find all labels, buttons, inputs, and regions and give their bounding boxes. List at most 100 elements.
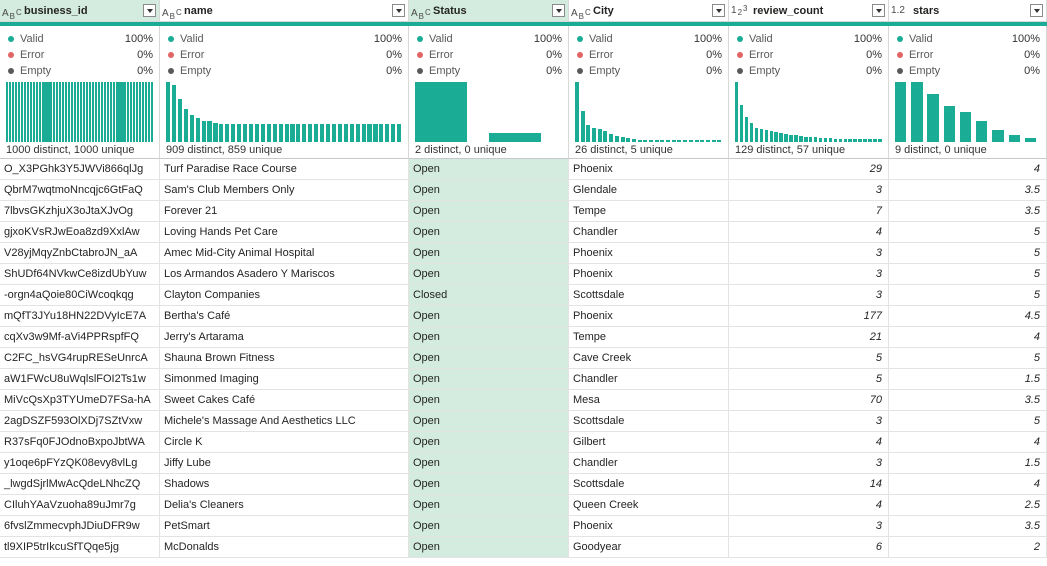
histogram-bar[interactable]	[124, 82, 127, 142]
cell-city[interactable]: Goodyear	[569, 537, 729, 558]
histogram-bar[interactable]	[248, 124, 254, 142]
cell-name[interactable]: Loving Hands Pet Care	[160, 222, 409, 243]
histogram-bar[interactable]	[320, 124, 325, 142]
histogram-bar[interactable]	[151, 82, 154, 142]
cell-business-id[interactable]: _lwgdSjrlMwAcQdeLNhcZQ	[0, 474, 160, 495]
column-filter-dropdown-icon[interactable]	[712, 4, 725, 17]
histogram-bar[interactable]	[139, 82, 142, 142]
column-header-status[interactable]: A B C Status	[409, 0, 569, 22]
cell-city[interactable]: Cave Creek	[569, 348, 729, 369]
cell-review-count[interactable]: 14	[729, 474, 889, 495]
histogram-bar[interactable]	[68, 82, 71, 142]
histogram-bar[interactable]	[231, 124, 236, 142]
cell-city[interactable]: Tempe	[569, 327, 729, 348]
histogram-bar[interactable]	[1008, 134, 1020, 142]
cell-review-count[interactable]: 3	[729, 453, 889, 474]
histogram-bar[interactable]	[911, 82, 923, 142]
histogram-bar[interactable]	[391, 124, 396, 142]
cell-review-count[interactable]: 4	[729, 432, 889, 453]
cell-status[interactable]: Open	[409, 453, 569, 474]
cell-name[interactable]: Michele's Massage And Aesthetics LLC	[160, 411, 409, 432]
histogram-bar[interactable]	[603, 131, 608, 142]
histogram-bar[interactable]	[688, 140, 693, 142]
cell-city[interactable]: Scottsdale	[569, 285, 729, 306]
cell-review-count[interactable]: 5	[729, 369, 889, 390]
histogram-bar[interactable]	[77, 82, 80, 142]
cell-name[interactable]: Bertha's Café	[160, 306, 409, 327]
cell-city[interactable]: Mesa	[569, 390, 729, 411]
histogram-bar[interactable]	[109, 82, 112, 142]
column-header-city[interactable]: A B C City	[569, 0, 729, 22]
histogram-bar[interactable]	[296, 124, 301, 142]
histogram-bar[interactable]	[136, 82, 139, 142]
cell-status[interactable]: Open	[409, 369, 569, 390]
cell-city[interactable]: Tempe	[569, 201, 729, 222]
histogram-bar[interactable]	[183, 109, 188, 142]
cell-status[interactable]: Open	[409, 264, 569, 285]
cell-name[interactable]: McDonalds	[160, 537, 409, 558]
histogram-bar[interactable]	[754, 127, 759, 142]
cell-status[interactable]: Open	[409, 306, 569, 327]
cell-review-count[interactable]: 70	[729, 390, 889, 411]
histogram-bar[interactable]	[207, 121, 212, 142]
column-filter-dropdown-icon[interactable]	[392, 4, 405, 17]
histogram-bar[interactable]	[858, 139, 862, 142]
histogram-bar[interactable]	[779, 133, 783, 142]
cell-status[interactable]: Open	[409, 222, 569, 243]
histogram-bar[interactable]	[44, 82, 47, 142]
histogram-bar[interactable]	[308, 124, 313, 142]
cell-name[interactable]: Shauna Brown Fitness	[160, 348, 409, 369]
cell-city[interactable]: Scottsdale	[569, 411, 729, 432]
cell-status[interactable]: Open	[409, 327, 569, 348]
histogram-bar[interactable]	[254, 124, 260, 142]
cell-name[interactable]: Shadows	[160, 474, 409, 495]
cell-status[interactable]: Closed	[409, 285, 569, 306]
histogram-bar[interactable]	[597, 128, 602, 142]
histogram-bar[interactable]	[671, 140, 676, 142]
histogram-bar[interactable]	[121, 82, 124, 142]
decimal-number-icon[interactable]: 1.2	[891, 4, 905, 16]
histogram-bar[interactable]	[868, 139, 872, 142]
histogram-bar[interactable]	[705, 140, 710, 142]
cell-name[interactable]: Sweet Cakes Café	[160, 390, 409, 411]
histogram-bar[interactable]	[91, 82, 94, 142]
histogram-bar[interactable]	[189, 115, 194, 142]
cell-stars[interactable]: 3.5	[889, 180, 1047, 201]
histogram-bar[interactable]	[6, 82, 9, 142]
histogram-bar[interactable]	[284, 124, 289, 142]
histogram-bar[interactable]	[397, 124, 402, 142]
histogram-bar[interactable]	[142, 82, 145, 142]
histogram-bar[interactable]	[14, 82, 17, 142]
cell-review-count[interactable]: 3	[729, 180, 889, 201]
histogram-bar[interactable]	[853, 139, 857, 142]
histogram-bar[interactable]	[88, 82, 91, 142]
cell-status[interactable]: Open	[409, 474, 569, 495]
histogram-bar[interactable]	[744, 116, 749, 142]
histogram-bar[interactable]	[331, 124, 337, 142]
cell-status[interactable]: Open	[409, 495, 569, 516]
histogram-bar[interactable]	[65, 82, 68, 142]
histogram-bar[interactable]	[749, 122, 754, 142]
histogram-bar[interactable]	[863, 139, 867, 142]
histogram-bar[interactable]	[53, 82, 56, 142]
histogram-bar[interactable]	[171, 85, 177, 142]
histogram-bar[interactable]	[23, 82, 26, 142]
cell-business-id[interactable]: y1oqe6pFYzQK08evy8vlLg	[0, 453, 160, 474]
histogram-bar[interactable]	[103, 82, 106, 142]
histogram-bar[interactable]	[11, 82, 14, 142]
cell-review-count[interactable]: 177	[729, 306, 889, 327]
column-header-review-count[interactable]: 1 2 3 review_count	[729, 0, 889, 22]
cell-business-id[interactable]: 7lbvsGKzhjuX3oJtaXJvOg	[0, 201, 160, 222]
cell-review-count[interactable]: 3	[729, 411, 889, 432]
histogram-bar[interactable]	[799, 136, 803, 142]
histogram-bar[interactable]	[823, 138, 828, 142]
cell-city[interactable]: Queen Creek	[569, 495, 729, 516]
histogram-bar[interactable]	[833, 139, 838, 142]
cell-business-id[interactable]: R37sFq0FJOdnoBxpoJbtWA	[0, 432, 160, 453]
histogram-bar[interactable]	[74, 82, 77, 142]
histogram-bar[interactable]	[614, 136, 619, 142]
